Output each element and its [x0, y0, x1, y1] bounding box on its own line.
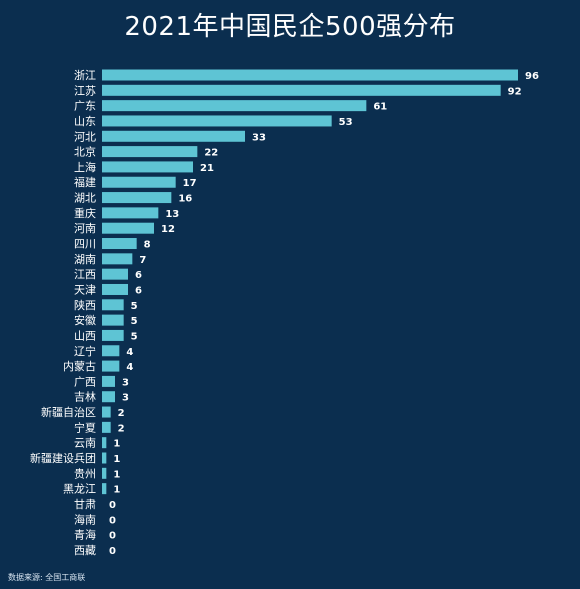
category-label: 天津: [74, 283, 96, 296]
category-label: 江西: [74, 268, 96, 281]
bar: [102, 268, 128, 280]
category-label: 重庆: [74, 206, 96, 220]
value-label: 5: [131, 301, 138, 312]
category-label: 贵州: [74, 467, 96, 480]
category-label: 江苏: [74, 84, 96, 97]
category-label: 山东: [74, 115, 96, 128]
category-label: 内蒙古: [63, 359, 96, 373]
value-label: 0: [109, 546, 116, 557]
bar: [102, 161, 193, 173]
category-label: 西藏: [74, 544, 96, 557]
category-label: 辽宁: [74, 344, 96, 358]
bar: [102, 299, 124, 311]
bar: [102, 421, 111, 433]
bar: [102, 100, 367, 112]
value-label: 1: [113, 469, 120, 480]
category-label: 北京: [74, 145, 96, 159]
value-label: 0: [109, 531, 116, 542]
category-label: 广东: [74, 100, 96, 113]
value-label: 0: [109, 500, 116, 511]
bar: [102, 192, 172, 204]
bar: [102, 467, 107, 479]
bar: [102, 84, 501, 96]
bar: [102, 283, 128, 295]
category-label: 浙江: [74, 69, 96, 82]
bar: [102, 406, 111, 418]
category-label: 湖南: [74, 253, 96, 266]
value-label: 2: [118, 423, 125, 434]
category-label: 山西: [74, 329, 96, 342]
value-label: 7: [139, 255, 146, 266]
value-label: 21: [200, 163, 214, 174]
category-label: 新疆建设兵团: [30, 451, 96, 465]
category-label: 宁夏: [74, 420, 96, 434]
category-label: 河北: [74, 130, 96, 143]
value-label: 96: [525, 71, 539, 82]
value-label: 6: [135, 270, 142, 281]
category-label: 广西: [74, 375, 96, 388]
value-label: 8: [144, 240, 151, 251]
bar: [102, 360, 120, 372]
value-label: 1: [113, 485, 120, 496]
bar: [102, 375, 115, 387]
value-label: 6: [135, 285, 142, 296]
value-label: 22: [204, 148, 218, 159]
value-label: 3: [122, 377, 129, 388]
bar: [102, 314, 124, 326]
value-label: 3: [122, 393, 129, 404]
category-label: 安徽: [74, 313, 96, 327]
category-label: 湖北: [74, 192, 96, 205]
value-label: 2: [118, 408, 125, 419]
bar: [102, 437, 107, 449]
value-label: 61: [373, 102, 387, 113]
category-label: 海南: [74, 512, 96, 526]
data-source-note: 数据来源: 全国工商联: [8, 573, 86, 582]
bar: [102, 452, 107, 464]
value-label: 0: [109, 515, 116, 526]
value-label: 12: [161, 224, 175, 235]
bar: [102, 146, 198, 158]
value-label: 1: [113, 454, 120, 465]
category-label: 四川: [74, 238, 96, 251]
value-label: 1: [113, 439, 120, 450]
bar: [102, 115, 332, 127]
value-label: 13: [165, 209, 179, 220]
value-label: 16: [178, 194, 192, 205]
bar: [102, 483, 107, 495]
bar: [102, 207, 159, 219]
bar: [102, 345, 120, 357]
category-label: 陕西: [74, 298, 96, 312]
value-label: 4: [126, 347, 133, 358]
bar: [102, 69, 518, 81]
bar: [102, 176, 176, 188]
category-label: 甘肃: [74, 498, 96, 511]
category-label: 黑龙江: [63, 483, 96, 496]
category-label: 云南: [74, 437, 96, 450]
bar: [102, 329, 124, 341]
bar: [102, 222, 154, 234]
category-label: 河南: [74, 222, 96, 235]
value-label: 5: [131, 331, 138, 342]
bar: [102, 253, 133, 265]
value-label: 92: [508, 86, 522, 97]
value-label: 33: [252, 132, 266, 143]
value-label: 17: [183, 178, 197, 189]
category-label: 上海: [74, 160, 96, 174]
category-label: 吉林: [74, 390, 96, 404]
bar: [102, 391, 115, 403]
chart-title: 2021年中国民企500强分布: [124, 12, 456, 42]
value-label: 5: [131, 316, 138, 327]
bar: [102, 238, 137, 250]
category-label: 青海: [74, 528, 96, 542]
value-label: 4: [126, 362, 133, 373]
category-label: 新疆自治区: [41, 405, 96, 419]
bar: [102, 130, 245, 142]
value-label: 53: [339, 117, 353, 128]
category-label: 福建: [74, 175, 96, 189]
